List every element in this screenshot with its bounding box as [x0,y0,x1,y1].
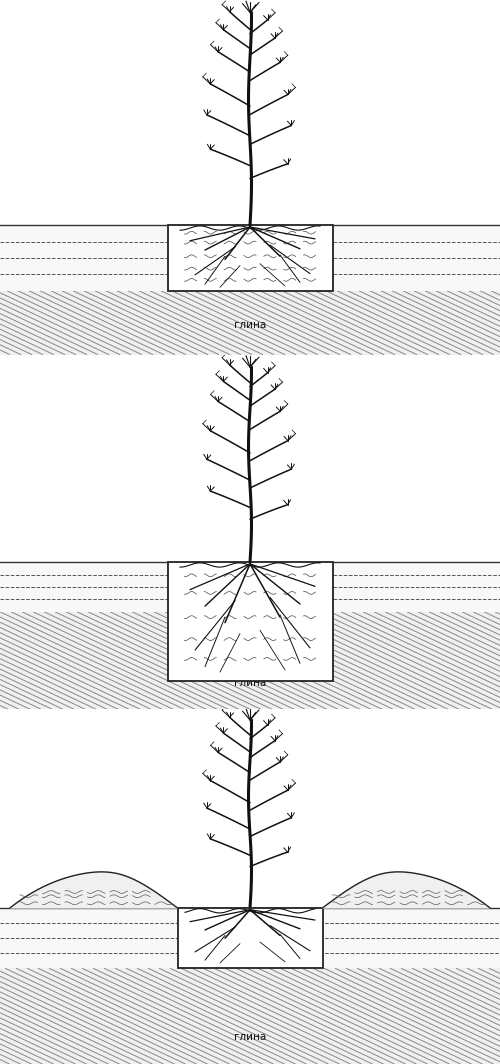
Bar [168,226,332,290]
Text: Рис. 3: Рис. 3 [15,716,54,730]
Text: глина: глина [234,1032,266,1043]
Text: ─  существующий: ─ существующий [20,252,111,262]
Text: Посадочная яма с
плодородной почвой: Посадочная яма с плодородной почвой [305,106,421,128]
Text: Рис. 1: Рис. 1 [15,11,54,23]
Bar [0,710,500,908]
Text: ─  плодородный слой: ─ плодородный слой [338,252,447,262]
Text: глина: глина [234,678,266,687]
Text: Место обрезки: Место обрезки [292,738,374,748]
Text: ─  существующий: ─ существующий [15,579,106,588]
Bar [0,226,168,290]
Text: глина: глина [234,319,266,330]
Bar [332,226,500,290]
Bar [0,0,500,226]
Bar [0,354,500,562]
Bar [0,562,168,612]
Polygon shape [10,871,177,908]
Text: Корневая шейка: Корневая шейка [15,153,106,163]
Text: Рис. 2: Рис. 2 [15,365,54,379]
Text: ─  плодородный слой: ─ плодородный слой [335,579,444,588]
Polygon shape [322,871,490,908]
Bar [168,562,332,681]
Text: ─  плодородный слой: ─ плодородный слой [315,958,424,968]
Bar [178,908,322,968]
Text: Насыпная плодо-
родная земля: Насыпная плодо- родная земля [310,789,405,811]
Bar [0,908,500,968]
Text: Буртик для полива: Буртик для полива [15,816,120,826]
Text: ТАК САЖАТЬ
НЕЛЬЗЯ: ТАК САЖАТЬ НЕЛЬЗЯ [322,390,428,420]
Bar [0,968,500,1064]
Text: Место обрезки: Место обрезки [300,21,382,32]
Bar [0,612,500,710]
Bar [0,290,500,354]
Text: Посадочная яма в глине,
заполненная плодородной
землей. Саженец погибнет
из-за з: Посадочная яма в глине, заполненная плод… [275,436,428,558]
Text: ─  существующий: ─ существующий [15,958,106,968]
Bar [332,562,500,612]
Text: Плодородный слой
40 см и более: Плодородный слой 40 см и более [15,80,120,101]
Text: Корневая шейка: Корневая шейка [40,851,131,862]
